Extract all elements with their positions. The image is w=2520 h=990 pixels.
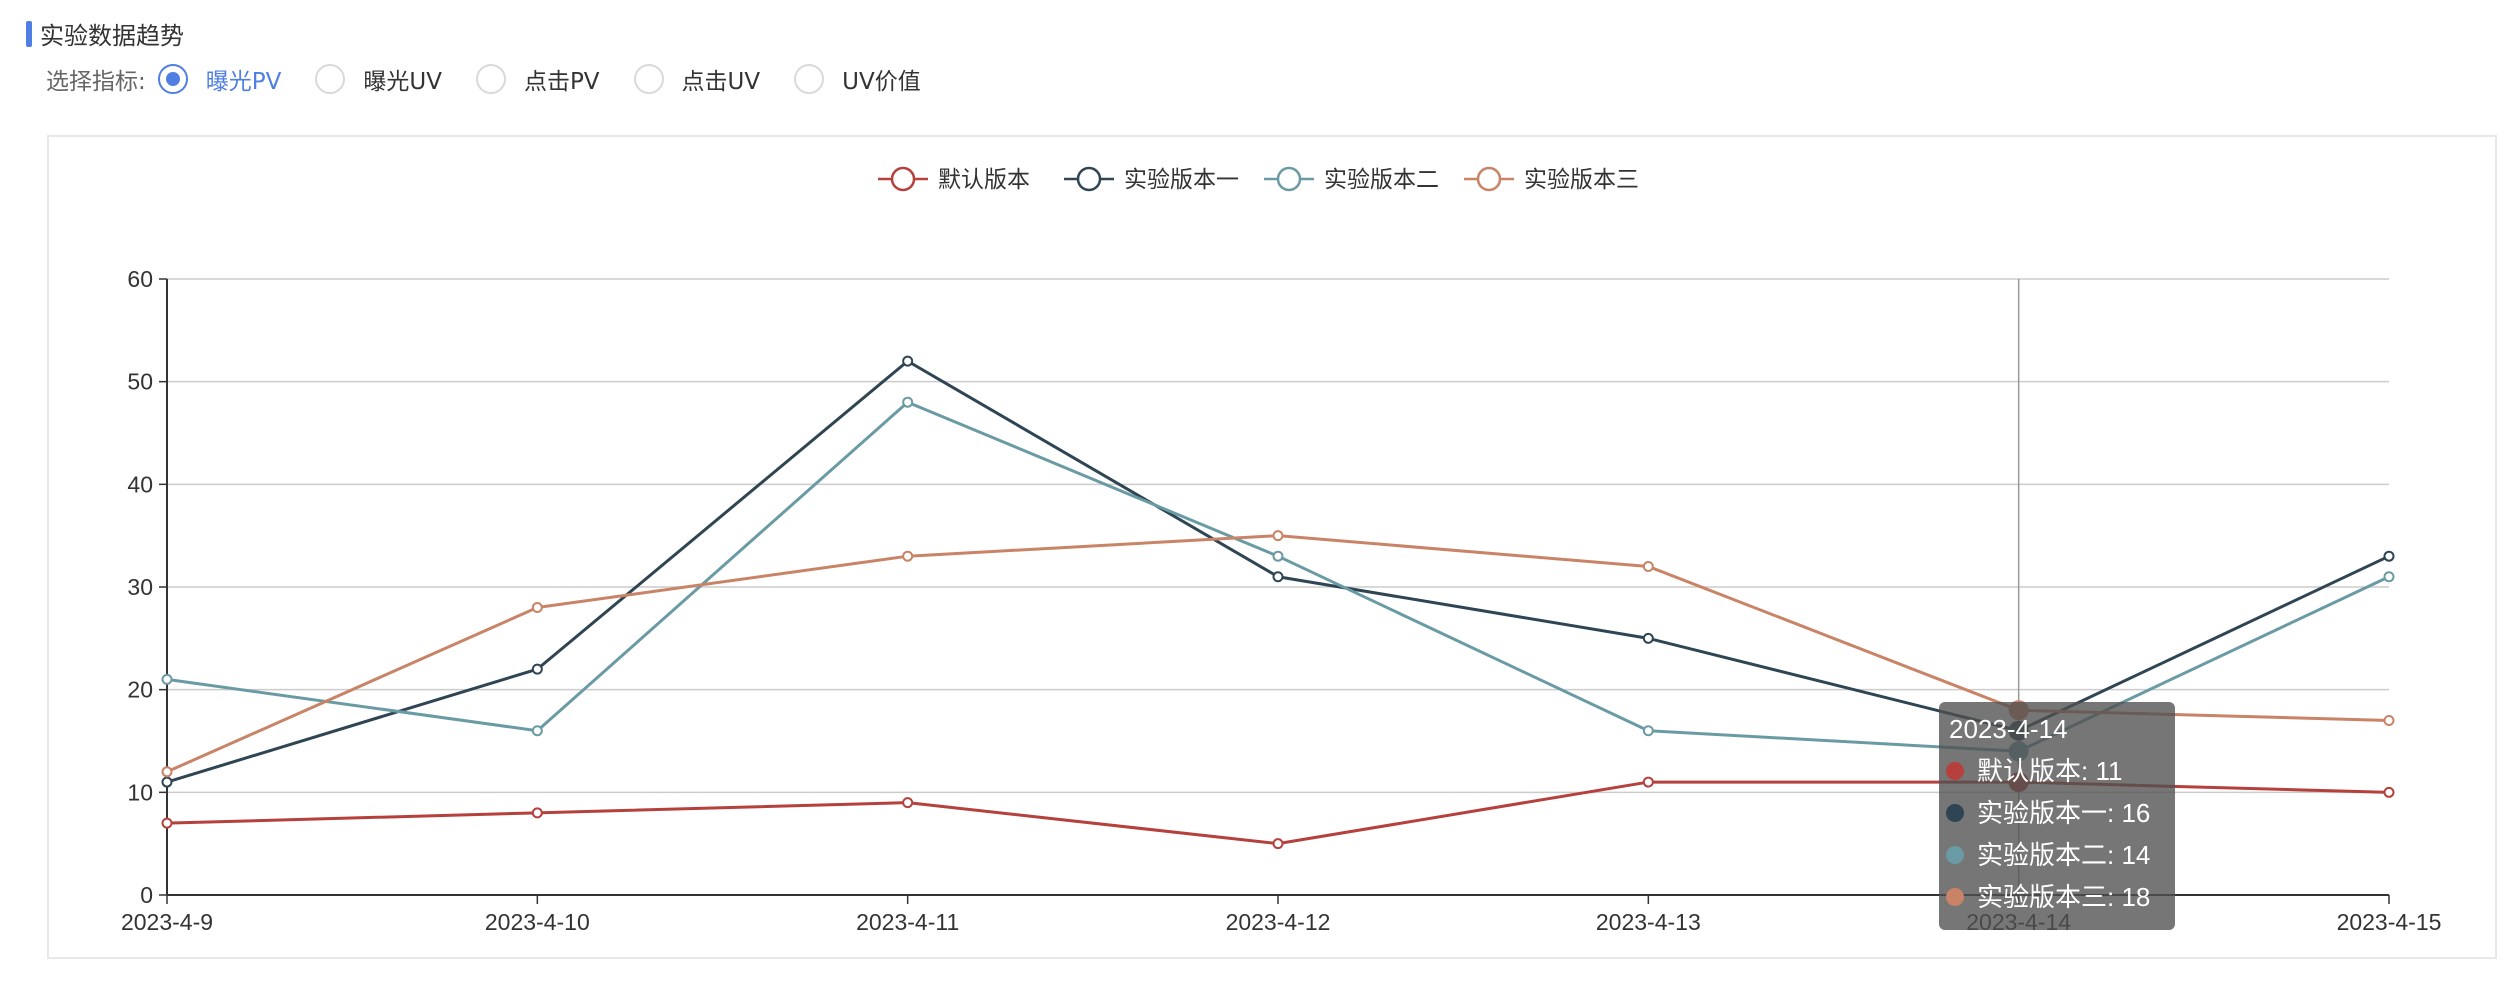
tooltip-marker [1946,846,1964,864]
data-point[interactable] [1642,725,1654,737]
section-header: 实验数据趋势 [26,16,184,51]
radio-label: 曝光PV [205,69,282,95]
tooltip-marker [1946,762,1964,780]
data-point[interactable] [161,817,173,829]
radio-button[interactable] [794,64,825,94]
data-point[interactable] [2383,786,2395,798]
tooltip-box [1939,702,2175,930]
y-tick-label: 30 [127,574,153,600]
x-tick-label: 2023-4-13 [1596,909,1701,935]
legend-label[interactable]: 实验版本三 [1524,167,1639,193]
radio-button[interactable] [633,64,664,94]
x-tick-label: 2023-4-15 [2337,909,2442,935]
radio-label: 点击PV [523,69,600,95]
data-point[interactable] [902,396,914,408]
section-accent-bar [26,20,32,47]
data-point[interactable] [1272,550,1284,562]
radio-button[interactable] [475,64,506,94]
radio-button[interactable] [315,64,346,94]
y-tick-label: 10 [127,779,153,805]
tooltip-line: 实验版本三: 18 [1977,882,2150,912]
data-point[interactable] [1272,838,1284,850]
data-point[interactable] [161,776,173,788]
x-tick-label: 2023-4-12 [1226,909,1331,935]
tooltip-marker [1946,888,1964,906]
radio-click-pv[interactable]: 点击PV [475,62,600,96]
radio-click-uv[interactable]: 点击UV [633,62,761,96]
y-tick-label: 60 [127,266,153,292]
metric-selector: 选择指标: 曝光PV 曝光UV 点击PV 点击UV UV价值 [46,62,955,96]
data-point[interactable] [1272,571,1284,583]
tooltip-line: 实验版本一: 16 [1977,798,2150,828]
data-point[interactable] [531,807,543,819]
legend-marker[interactable] [1076,166,1102,192]
tooltip-marker [1946,804,1964,822]
tooltip-line: 默认版本: 11 [1977,756,2122,786]
legend-label[interactable]: 默认版本 [938,167,1030,193]
x-tick-label: 2023-4-10 [485,909,590,935]
data-point[interactable] [1642,560,1654,572]
data-point[interactable] [1642,632,1654,644]
radio-label: 曝光UV [363,69,442,95]
legend-label[interactable]: 实验版本一 [1124,167,1239,193]
data-point[interactable] [1642,776,1654,788]
data-point[interactable] [2383,550,2395,562]
radio-exposure-pv[interactable]: 曝光PV [157,62,282,96]
data-point[interactable] [1272,530,1284,542]
data-point[interactable] [531,602,543,614]
data-point[interactable] [531,725,543,737]
radio-exposure-uv[interactable]: 曝光UV [315,62,442,96]
legend-label[interactable]: 实验版本二 [1324,167,1439,193]
radio-label: 点击UV [681,69,761,95]
trend-line-chart[interactable]: 0 10 20 30 40 50 60 2023-4-9 2023-4-10 2023-4-11 2… [49,137,2495,957]
y-tick-label: 40 [127,471,153,497]
data-point[interactable] [902,797,914,809]
tooltip-line: 实验版本二: 14 [1977,840,2150,870]
chart-panel: 0 10 20 30 40 50 60 2023-4-9 2023-4-10 2023-4-11 2… [47,135,2497,959]
data-point[interactable] [161,673,173,685]
data-point[interactable] [2383,571,2395,583]
y-tick-label: 50 [127,369,153,395]
legend-marker[interactable] [890,166,916,192]
tooltip-title: 2023-4-14 [1949,714,2068,744]
data-point[interactable] [902,550,914,562]
data-point[interactable] [161,766,173,778]
metric-selector-label: 选择指标: [46,69,146,95]
x-tick-label: 2023-4-11 [856,909,959,935]
data-point[interactable] [902,355,914,367]
radio-label: UV价值 [842,69,921,95]
data-point[interactable] [2383,714,2395,726]
section-title: 实验数据趋势 [40,22,184,50]
y-tick-label: 0 [140,882,153,908]
data-point[interactable] [531,663,543,675]
x-tick-label: 2023-4-9 [121,909,213,935]
radio-button[interactable] [157,64,188,94]
legend-marker[interactable] [1476,166,1502,192]
radio-uv-value[interactable]: UV价值 [794,62,921,96]
y-tick-label: 20 [127,677,153,703]
legend-marker[interactable] [1276,166,1302,192]
